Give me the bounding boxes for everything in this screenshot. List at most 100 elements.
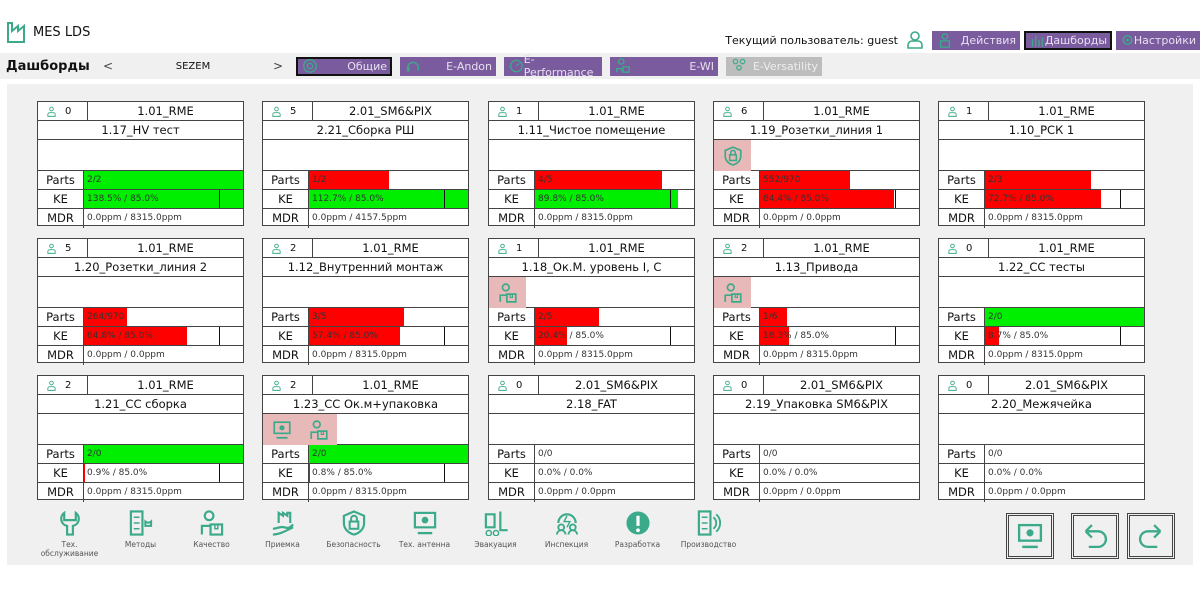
plant-selector[interactable]: SEZEM	[175, 60, 211, 72]
card-header: 0 2.01_SM6&PIX	[714, 376, 919, 395]
mdr-row: MDR 0.0ppm / 0.0ppm	[714, 209, 919, 228]
workstation-card[interactable]: 0 1.01_RME 1.22_СС тесты Parts 2/0 KE 8.…	[938, 238, 1145, 365]
parts-bar: 2/0	[309, 445, 468, 463]
ke-value: 72.7% / 85.0%	[988, 194, 1054, 204]
user-icon[interactable]	[906, 31, 924, 49]
quality-icon	[723, 282, 742, 303]
dock-item-forklift[interactable]: Эвакуация	[460, 510, 531, 558]
next-plant-button[interactable]: >	[272, 59, 284, 73]
parts-label: Parts	[263, 171, 309, 189]
top-button-1[interactable]: Дашборды	[1024, 30, 1112, 50]
workstation-card[interactable]: 1 1.01_RME 1.11_Чистое помещение Parts 4…	[488, 101, 695, 228]
workstation-card[interactable]: 2 1.01_RME 1.23_СС Ок.м+упаковка Parts 2…	[262, 375, 469, 502]
alert-badge[interactable]	[300, 414, 337, 445]
line-name: 1.01_RME	[588, 104, 645, 118]
workstation-card[interactable]: 2 1.01_RME 1.13_Привода Parts 1/6 KE 18.…	[713, 238, 920, 365]
operator-icon	[47, 243, 56, 254]
parts-value: 2/5	[538, 312, 553, 322]
ke-target-marker	[1120, 190, 1122, 208]
workstation-card[interactable]: 5 2.01_SM6&PIX 2.21_Сборка РШ Parts 1/2 …	[262, 101, 469, 228]
mdr-row: MDR 0.0ppm / 8315.0ppm	[939, 346, 1144, 365]
dock-item-monitor-gear[interactable]: Тех. антенна	[389, 510, 460, 558]
dock-item-inspection[interactable]: Инспекция	[531, 510, 602, 558]
ke-value: 18.3% / 85.0%	[763, 331, 829, 341]
workstation-name: 2.18_FAT	[489, 395, 694, 414]
tab-0[interactable]: Общие	[296, 56, 392, 76]
operator-icon	[948, 106, 957, 117]
parts-fill	[535, 171, 663, 189]
ke-value: 0.0% / 0.0%	[763, 468, 818, 478]
dock-item-quality[interactable]: Качество	[176, 510, 247, 558]
dock-item-lock-shield[interactable]: Безопасность	[318, 510, 389, 558]
tab-2[interactable]: E-Performance	[504, 53, 602, 79]
monitor-gear-icon	[1017, 523, 1043, 549]
ke-label: KE	[38, 327, 84, 345]
mdr-row: MDR 0.0ppm / 8315.0ppm	[263, 483, 468, 502]
prev-plant-button[interactable]: <	[102, 59, 114, 73]
card-header: 5 2.01_SM6&PIX	[263, 102, 468, 121]
top-button-0[interactable]: Действия	[932, 30, 1020, 50]
card-header: 0 2.01_SM6&PIX	[489, 376, 694, 395]
mdr-bar: 0.0ppm / 8315.0ppm	[309, 483, 468, 502]
workstation-card[interactable]: 1 1.01_RME 1.18_Ок.М. уровень I, C Parts…	[488, 238, 695, 365]
dock-item-label: Методы	[124, 540, 157, 549]
workstation-card[interactable]: 1 1.01_RME 1.10_РСК 1 Parts 2/3 KE 72.7%…	[938, 101, 1145, 228]
workstation-card[interactable]: 0 2.01_SM6&PIX 2.18_FAT Parts 0/0 KE 0.0…	[488, 375, 695, 502]
workstation-card[interactable]: 2 1.01_RME 1.12_Внутренний монтаж Parts …	[262, 238, 469, 365]
parts-row: Parts 0/0	[489, 445, 694, 464]
action-button-redo[interactable]	[1127, 513, 1175, 559]
dock-item-methods[interactable]: Методы	[105, 510, 176, 558]
operator-icon	[723, 243, 732, 254]
mdr-label: MDR	[489, 346, 535, 365]
operator-count-value: 1	[966, 105, 973, 117]
tab-4[interactable]: E-Versatility	[726, 56, 822, 76]
operator-count: 2	[38, 376, 88, 394]
workstation-card[interactable]: 0 2.01_SM6&PIX 2.19_Упаковка SM6&PIX Par…	[713, 375, 920, 502]
action-button-undo[interactable]	[1071, 513, 1119, 559]
workstation-card[interactable]: 0 2.01_SM6&PIX 2.20_Межячейка Parts 0/0 …	[938, 375, 1145, 502]
operator-icon	[723, 106, 732, 117]
ke-bar: 84.4% / 85.0%	[760, 190, 919, 208]
card-header: 2 1.01_RME	[263, 376, 468, 395]
mdr-row: MDR 0.0ppm / 8315.0ppm	[263, 346, 468, 365]
workstation-card[interactable]: 6 1.01_RME 1.19_Розетки_линия 1 Parts 55…	[713, 101, 920, 228]
dashboard-grid: 0 1.01_RME 1.17_HV тест Parts 2/2 KE 138…	[7, 84, 1193, 565]
dock-item-hand-factory[interactable]: Приемка	[247, 510, 318, 558]
alert-area	[489, 414, 694, 445]
alert-badge[interactable]	[714, 140, 751, 171]
ke-target-marker	[895, 327, 897, 345]
app-title: MES LDS	[33, 24, 91, 40]
workstation-card[interactable]: 2 1.01_RME 1.21_СС сборка Parts 2/0 KE 0…	[37, 375, 244, 502]
workstation-card[interactable]: 5 1.01_RME 1.20_Розетки_линия 2 Parts 26…	[37, 238, 244, 365]
parts-value: 4/5	[538, 175, 553, 185]
alert-icon	[625, 511, 650, 535]
operator-count-value: 5	[65, 242, 72, 254]
dock-item-production[interactable]: Производство	[673, 510, 744, 558]
tab-3[interactable]: E-WI	[610, 56, 718, 76]
parts-fill	[84, 171, 243, 189]
mdr-label: MDR	[714, 483, 760, 502]
ke-bar: 57.4% / 85.0%	[309, 327, 468, 345]
parts-value: 264/970	[87, 312, 125, 322]
mdr-value: 0.0ppm / 8315.0ppm	[538, 213, 633, 223]
dock-item-wrench[interactable]: Тех. обслуживание	[34, 510, 105, 558]
parts-label: Parts	[714, 308, 760, 326]
parts-row: Parts 264/970	[38, 308, 243, 327]
alert-badge[interactable]	[489, 277, 526, 308]
ke-label: KE	[714, 190, 760, 208]
top-button-2[interactable]: Настройки	[1116, 30, 1200, 50]
workstation-card[interactable]: 0 1.01_RME 1.17_HV тест Parts 2/2 KE 138…	[37, 101, 244, 228]
parts-value: 2/2	[87, 175, 102, 185]
dock-item-alert[interactable]: Разработка	[602, 510, 673, 558]
card-header: 6 1.01_RME	[714, 102, 919, 121]
alert-badge[interactable]	[263, 414, 300, 445]
ke-fill	[760, 190, 895, 208]
tab-1[interactable]: E-Andon	[400, 56, 496, 76]
mdr-bar: 0.0ppm / 8315.0ppm	[985, 346, 1144, 365]
action-button-monitor-gear[interactable]	[1006, 513, 1054, 559]
line-name: 1.01_RME	[588, 241, 645, 255]
mdr-label: MDR	[939, 483, 985, 502]
parts-bar: 4/5	[535, 171, 694, 189]
top-button-label: Настройки	[1133, 33, 1196, 47]
alert-badge[interactable]	[714, 277, 751, 308]
